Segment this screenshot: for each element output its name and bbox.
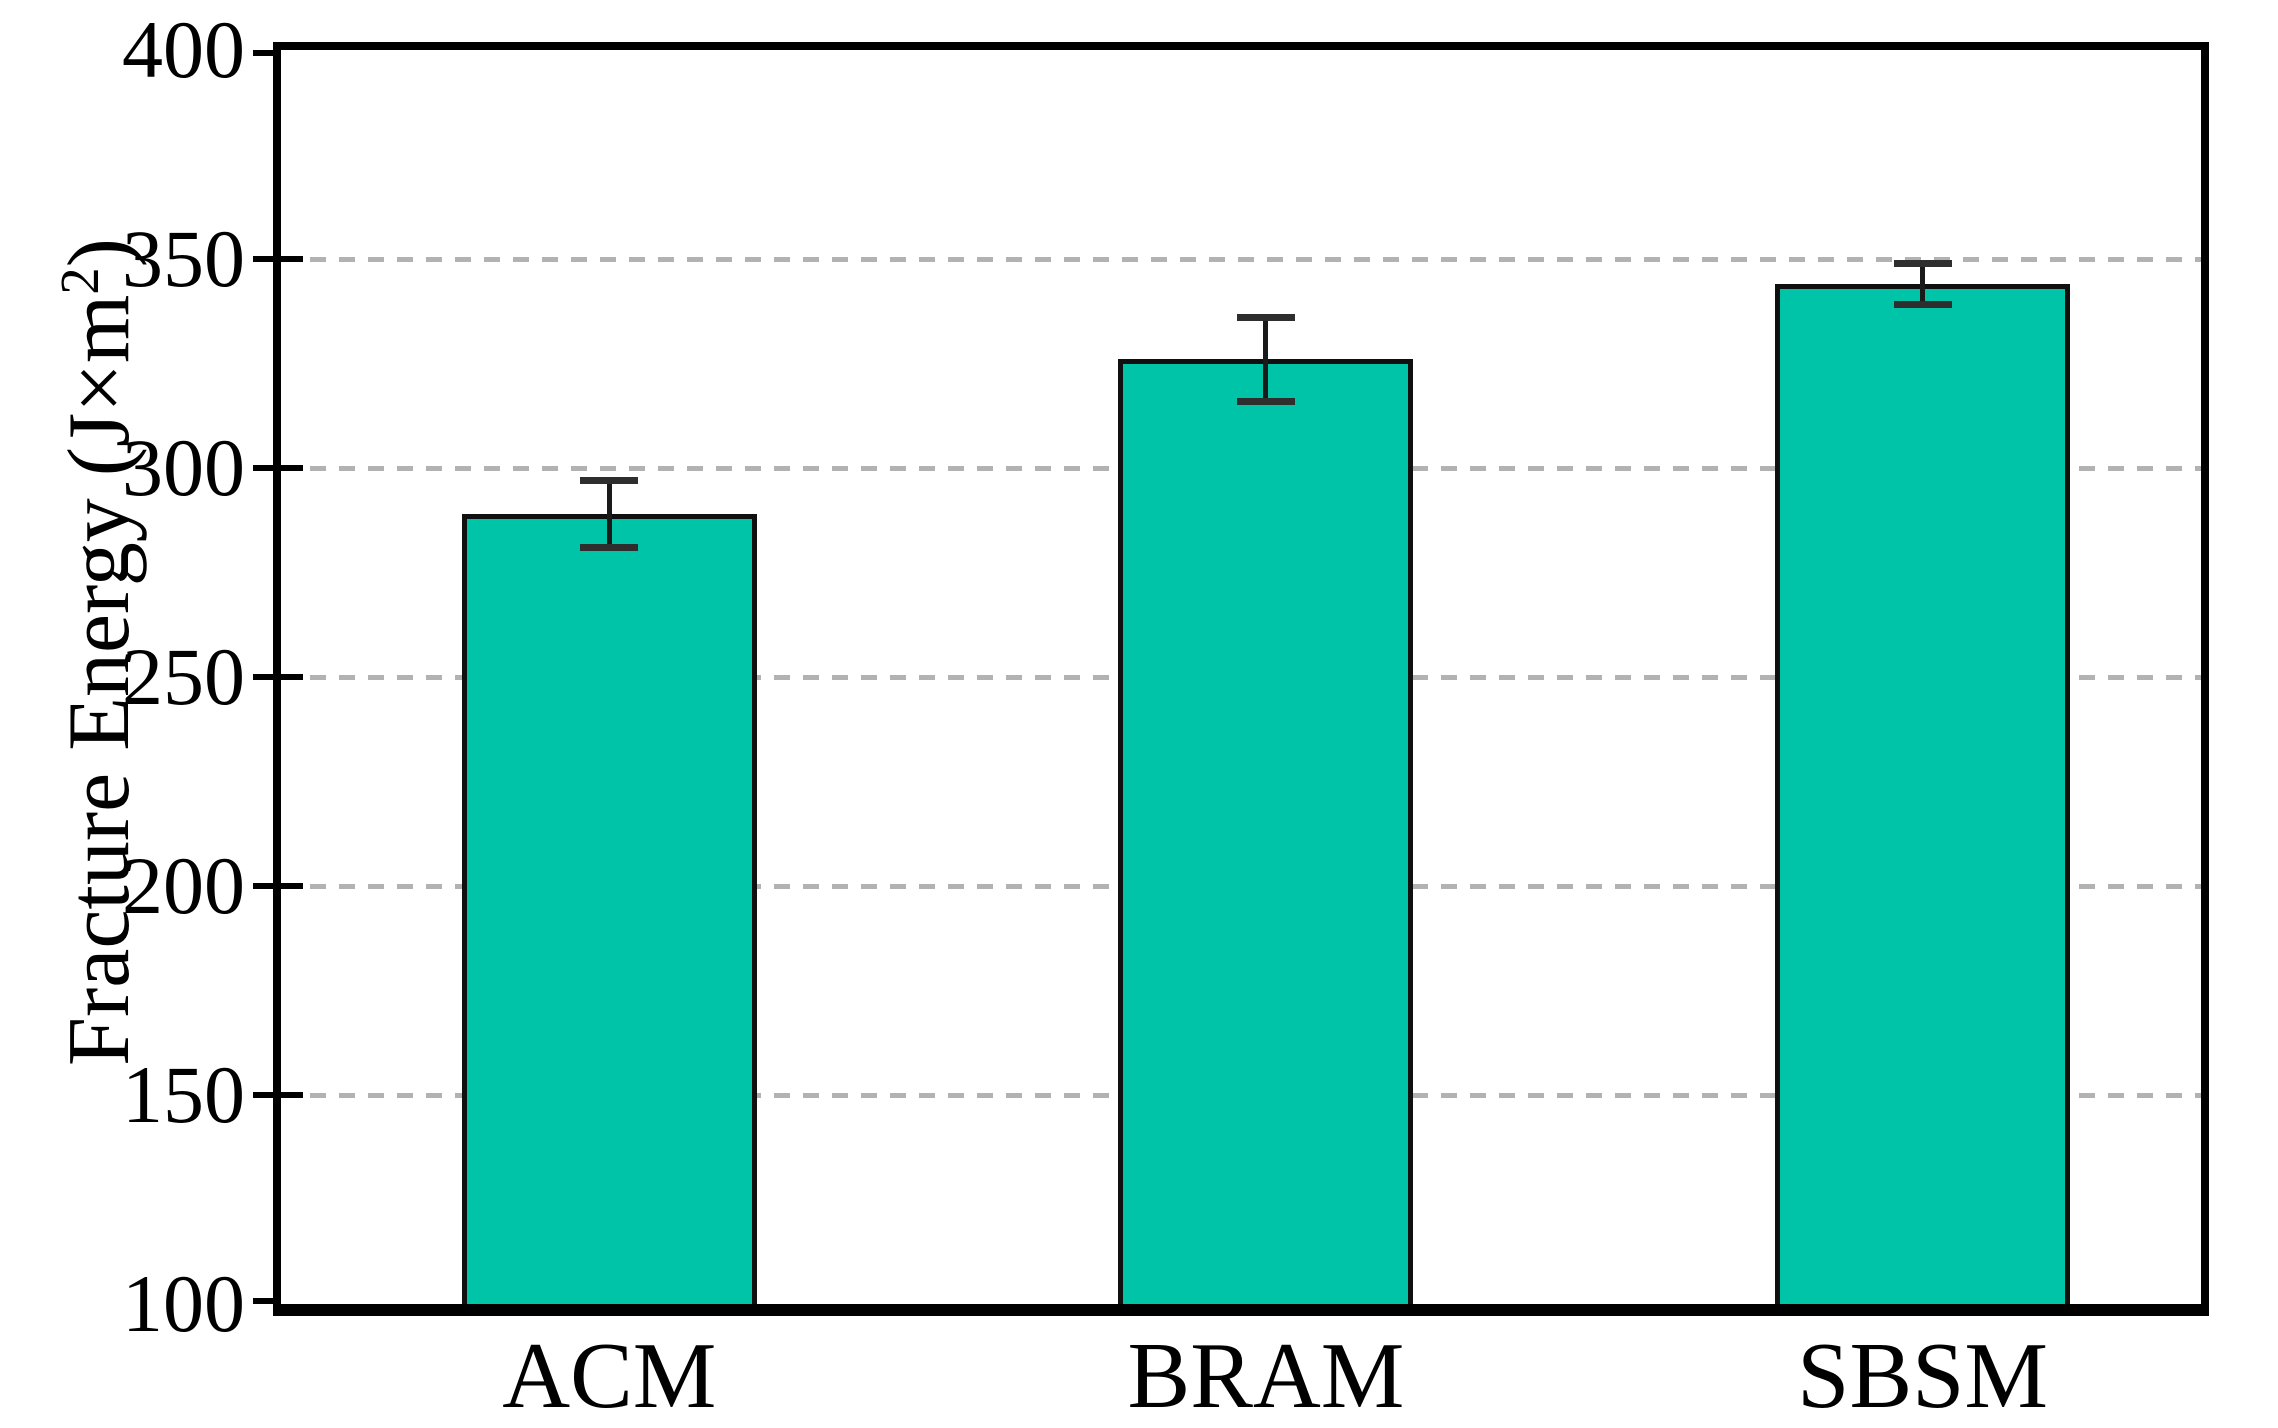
y-tick-label-200: 200 xyxy=(122,840,245,931)
y-tick-150 xyxy=(253,1092,273,1098)
y-tick-label-350: 350 xyxy=(122,213,245,304)
y-tick-200 xyxy=(253,883,273,889)
y-tick-300 xyxy=(253,465,273,471)
x-category-label-bram: BRAM xyxy=(1127,1324,1405,1428)
gridline-350 xyxy=(281,256,2201,262)
plot-area: 100 150 200 250 300 350 400 ACM BRAM SBSM xyxy=(122,9,2209,1426)
y-tick-inner-150 xyxy=(281,1092,303,1098)
error-bar-stem-acm xyxy=(606,480,612,548)
y-tick-100 xyxy=(253,1298,273,1304)
y-tick-350 xyxy=(253,256,273,262)
error-bar-cap-top-acm xyxy=(580,477,639,485)
error-bar-cap-top-sbsm xyxy=(1893,259,1952,267)
error-bar-cap-bottom-sbsm xyxy=(1893,301,1952,309)
y-tick-label-100: 100 xyxy=(122,1258,245,1349)
error-bar-cap-top-bram xyxy=(1236,314,1295,322)
y-tick-label-150: 150 xyxy=(122,1049,245,1140)
y-tick-inner-200 xyxy=(281,883,303,889)
x-category-label-sbsm: SBSM xyxy=(1797,1324,2049,1428)
error-bar-cap-bottom-bram xyxy=(1236,397,1295,405)
y-tick-inner-250 xyxy=(281,674,303,680)
bar-acm xyxy=(461,513,757,1304)
y-tick-label-300: 300 xyxy=(122,422,245,513)
y-tick-400 xyxy=(253,50,273,56)
error-bar-stem-sbsm xyxy=(1920,263,1926,305)
x-category-label-acm: ACM xyxy=(502,1324,717,1428)
error-bar-cap-bottom-acm xyxy=(580,543,639,551)
y-tick-label-250: 250 xyxy=(122,631,245,722)
error-bar-stem-bram xyxy=(1263,317,1269,402)
bar-sbsm xyxy=(1775,284,2071,1304)
y-tick-250 xyxy=(253,674,273,680)
y-tick-label-400: 400 xyxy=(122,4,245,95)
y-tick-inner-350 xyxy=(281,256,303,262)
bar-bram xyxy=(1118,359,1414,1304)
y-tick-inner-300 xyxy=(281,465,303,471)
